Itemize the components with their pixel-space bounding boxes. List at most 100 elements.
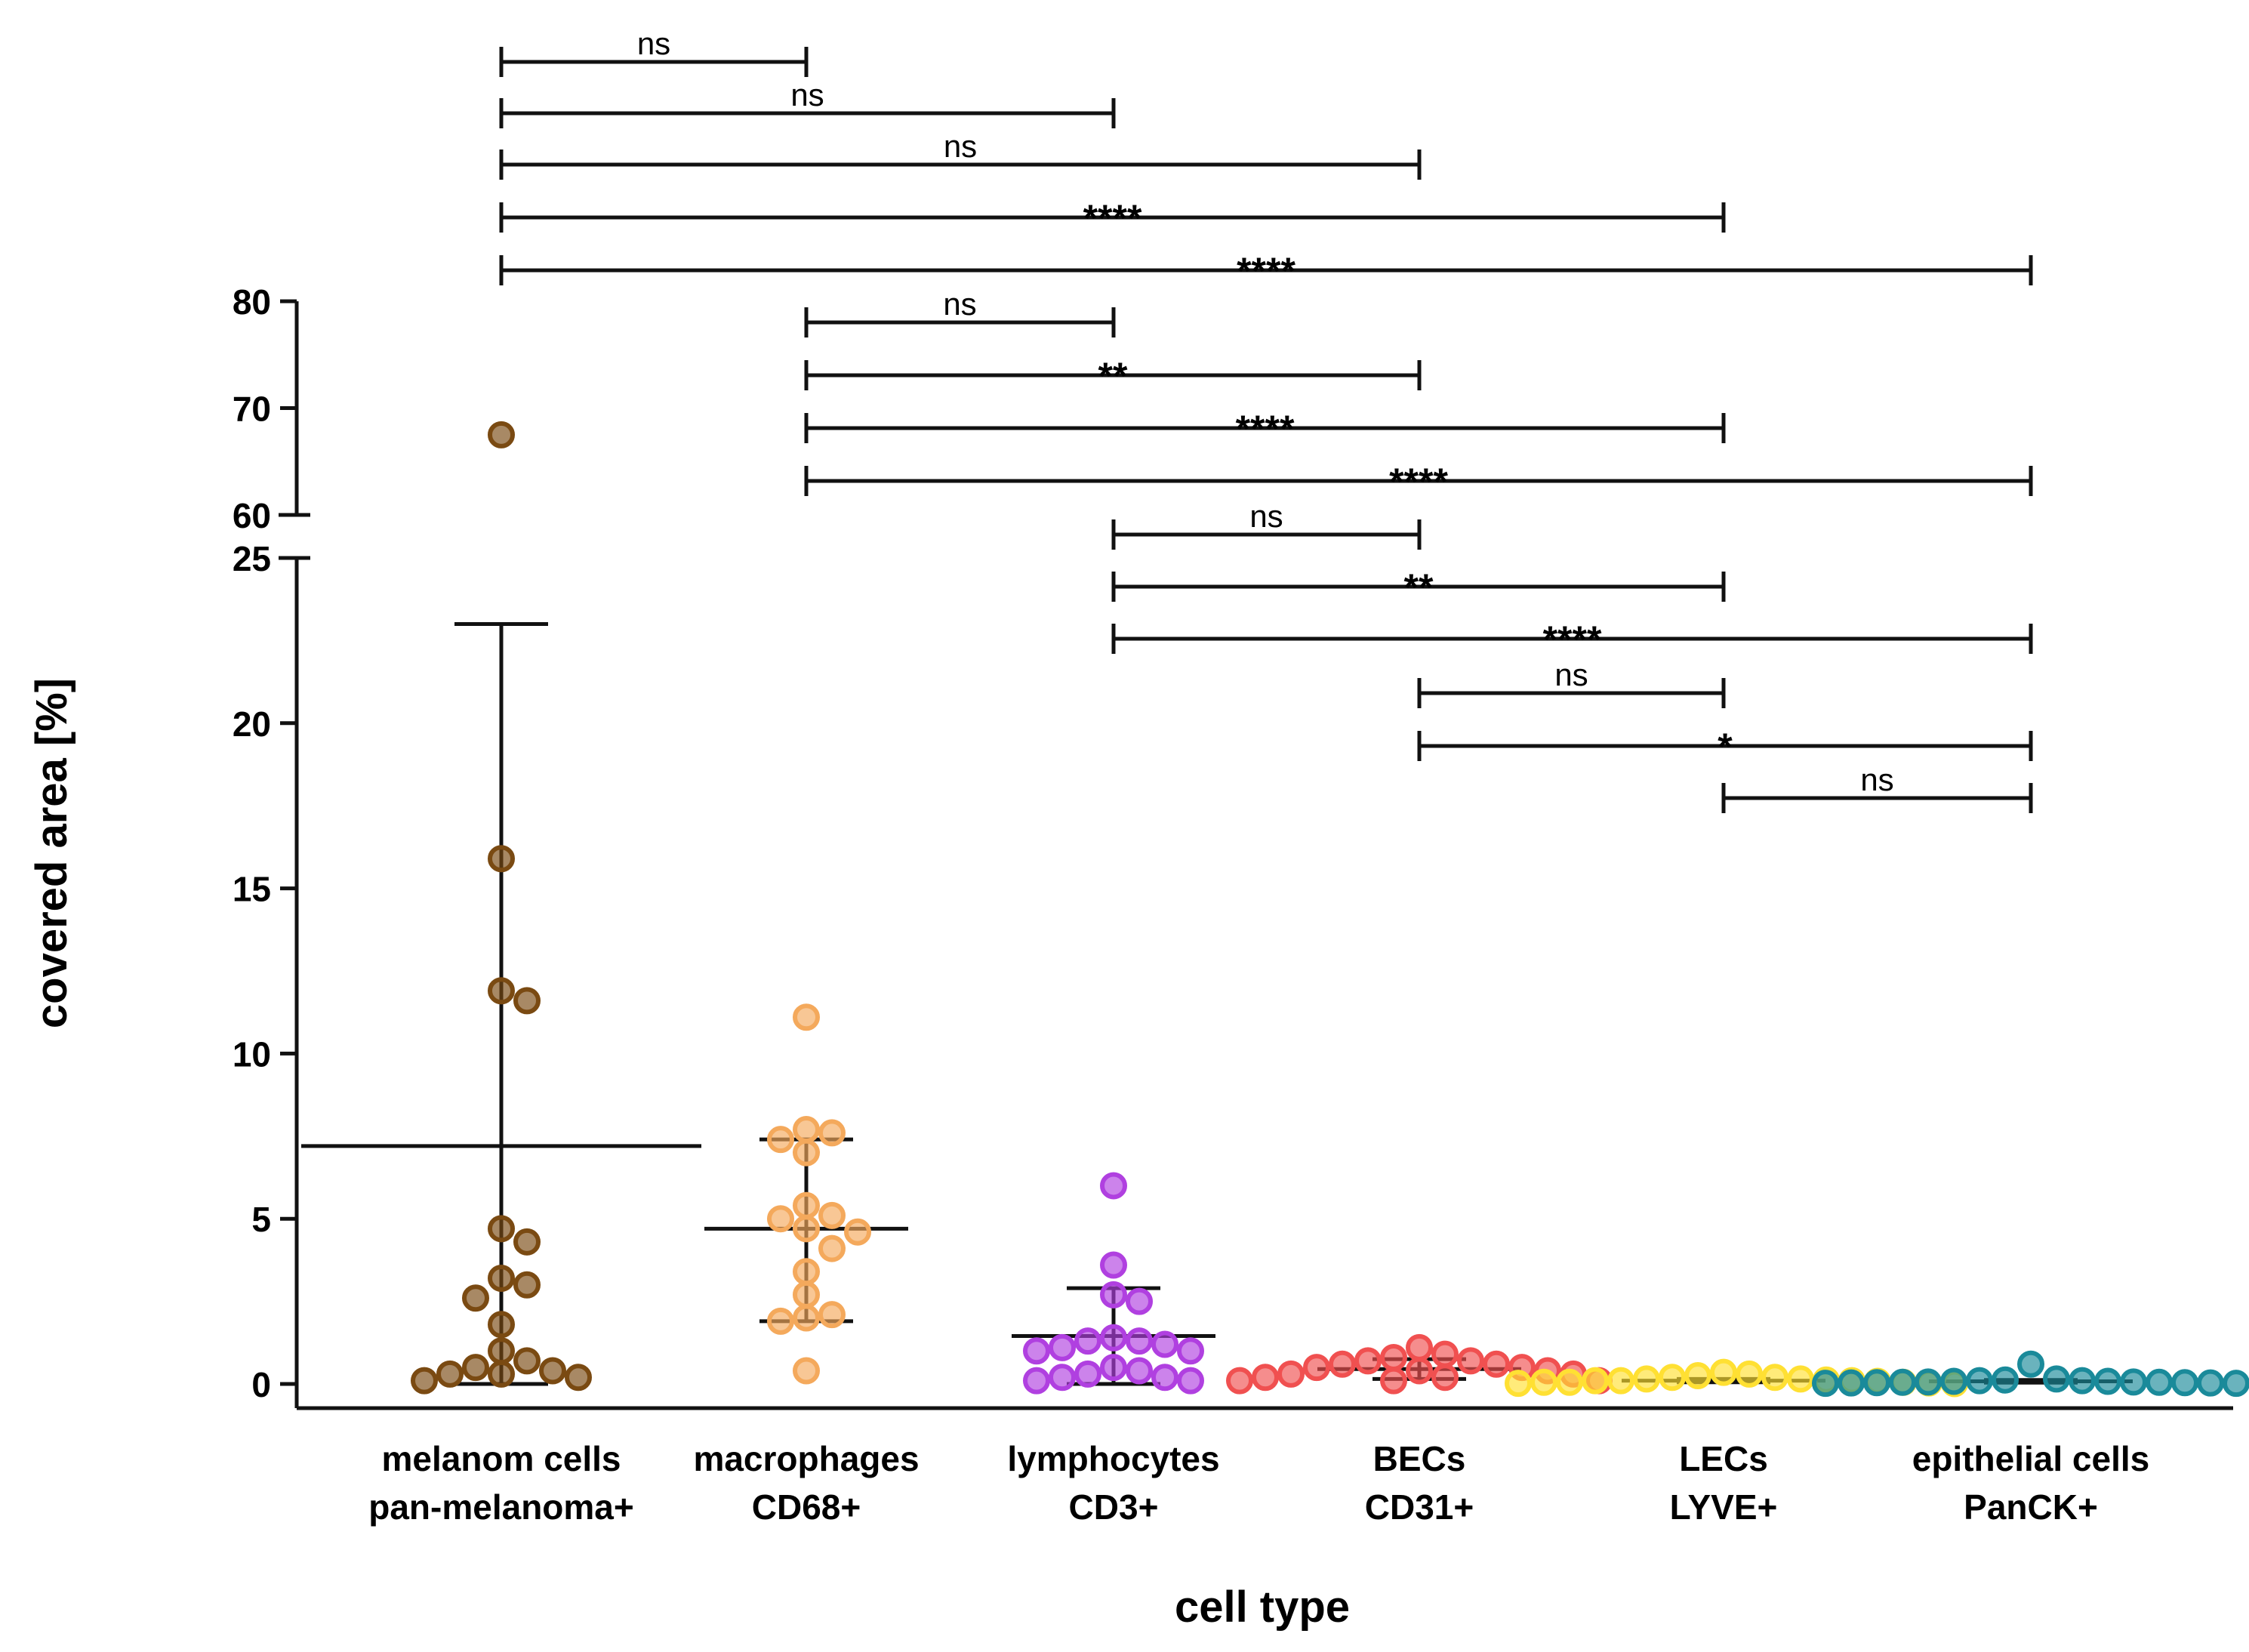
data-point [488, 1311, 515, 1339]
data-point [436, 1360, 464, 1388]
data-point [1177, 1367, 1204, 1395]
significance-label: ns [637, 26, 670, 61]
data-point [1151, 1364, 1178, 1392]
data-point [1126, 1327, 1153, 1355]
data-point [1354, 1347, 1382, 1375]
x-tick-label: melanom cells [381, 1439, 621, 1478]
y-axis-label: covered area [%] [27, 678, 76, 1028]
significance-label: ns [1249, 498, 1283, 534]
data-point [2043, 1365, 2070, 1393]
data-point [818, 1301, 846, 1329]
data-point [1177, 1337, 1204, 1365]
data-point [793, 1357, 820, 1385]
x-axis-label: cell type [1175, 1583, 1350, 1632]
data-point [488, 1360, 515, 1388]
data-point [1992, 1366, 2019, 1394]
data-point [793, 1281, 820, 1308]
data-point [513, 1228, 541, 1256]
data-point [1889, 1368, 1916, 1396]
data-point [1659, 1364, 1686, 1392]
significance-label: **** [1083, 197, 1142, 239]
x-tick-label: CD3+ [1069, 1487, 1159, 1527]
data-point [2069, 1367, 2096, 1395]
x-tick-label: PanCK+ [1964, 1487, 2098, 1527]
data-point [793, 1116, 820, 1144]
data-point [1761, 1364, 1788, 1392]
y-tick-label: 70 [233, 390, 271, 429]
data-point [1277, 1360, 1305, 1388]
data-point [411, 1367, 438, 1395]
error-bars [301, 622, 2133, 1386]
data-point [1100, 1324, 1127, 1351]
data-point [1380, 1343, 1407, 1371]
data-point [1380, 1367, 1407, 1395]
data-point [513, 1347, 541, 1375]
data-point [1431, 1364, 1459, 1392]
data-point [488, 421, 515, 448]
significance-label: **** [1237, 250, 1295, 292]
x-tick-label: lymphocytes [1007, 1439, 1219, 1478]
data-point [462, 1284, 489, 1312]
data-point [1838, 1369, 1865, 1397]
data-point [1633, 1365, 1660, 1393]
y-tick-label: 5 [251, 1200, 271, 1239]
data-point [1023, 1337, 1050, 1365]
data-point [1736, 1360, 1763, 1388]
data-point [1812, 1370, 1839, 1398]
significance-label: ** [1098, 355, 1128, 397]
data-point [1457, 1347, 1484, 1375]
x-tick-label: CD68+ [752, 1487, 861, 1527]
data-point [513, 987, 541, 1015]
data-point [1556, 1368, 1583, 1396]
data-point [1126, 1287, 1153, 1315]
data-point [1100, 1354, 1127, 1382]
significance-label: * [1718, 726, 1733, 768]
significance-label: ns [790, 77, 824, 112]
data-point [488, 1337, 515, 1365]
data-point [565, 1364, 592, 1392]
significance-label: ** [1404, 566, 1434, 609]
significance-label: ns [943, 286, 976, 322]
significance-label: ns [944, 128, 977, 164]
data-point [1100, 1251, 1127, 1279]
significance-label: **** [1389, 461, 1448, 503]
data-point [1710, 1358, 1737, 1386]
y-tick-label: 60 [233, 496, 271, 535]
data-point [793, 1003, 820, 1031]
data-point [2223, 1370, 2249, 1398]
data-point [844, 1218, 871, 1246]
data-point [1151, 1330, 1178, 1358]
data-point [767, 1307, 794, 1335]
data-points [411, 421, 2249, 1398]
data-point [1406, 1357, 1433, 1385]
data-point [2146, 1368, 2173, 1396]
y-tick-label: 10 [233, 1034, 271, 1074]
data-point [793, 1215, 820, 1243]
data-point [1329, 1350, 1356, 1378]
x-tick-label: LYVE+ [1670, 1487, 1778, 1527]
data-point [488, 977, 515, 1005]
x-tick-label: LECs [1679, 1439, 1768, 1478]
x-tick-label: CD31+ [1365, 1487, 1474, 1527]
data-point [1074, 1360, 1101, 1388]
data-point [2120, 1368, 2147, 1396]
data-point [1303, 1354, 1330, 1382]
significance-label: ns [1860, 762, 1893, 797]
data-point [1505, 1370, 1532, 1398]
y-tick-label: 20 [233, 704, 271, 744]
axis-labels: covered area [%] cell type [27, 678, 1350, 1632]
data-point [1049, 1333, 1076, 1361]
x-tick-label: pan-melanoma+ [368, 1487, 634, 1527]
data-point [1863, 1369, 1890, 1397]
data-point [2197, 1369, 2224, 1397]
x-tick-label: macrophages [693, 1439, 919, 1478]
data-point [767, 1205, 794, 1233]
data-point [1607, 1367, 1634, 1395]
data-point [1940, 1367, 1967, 1395]
data-point [1126, 1357, 1153, 1385]
data-point [513, 1271, 541, 1299]
data-point [793, 1191, 820, 1219]
data-point [462, 1354, 489, 1382]
data-point [1966, 1367, 1993, 1395]
